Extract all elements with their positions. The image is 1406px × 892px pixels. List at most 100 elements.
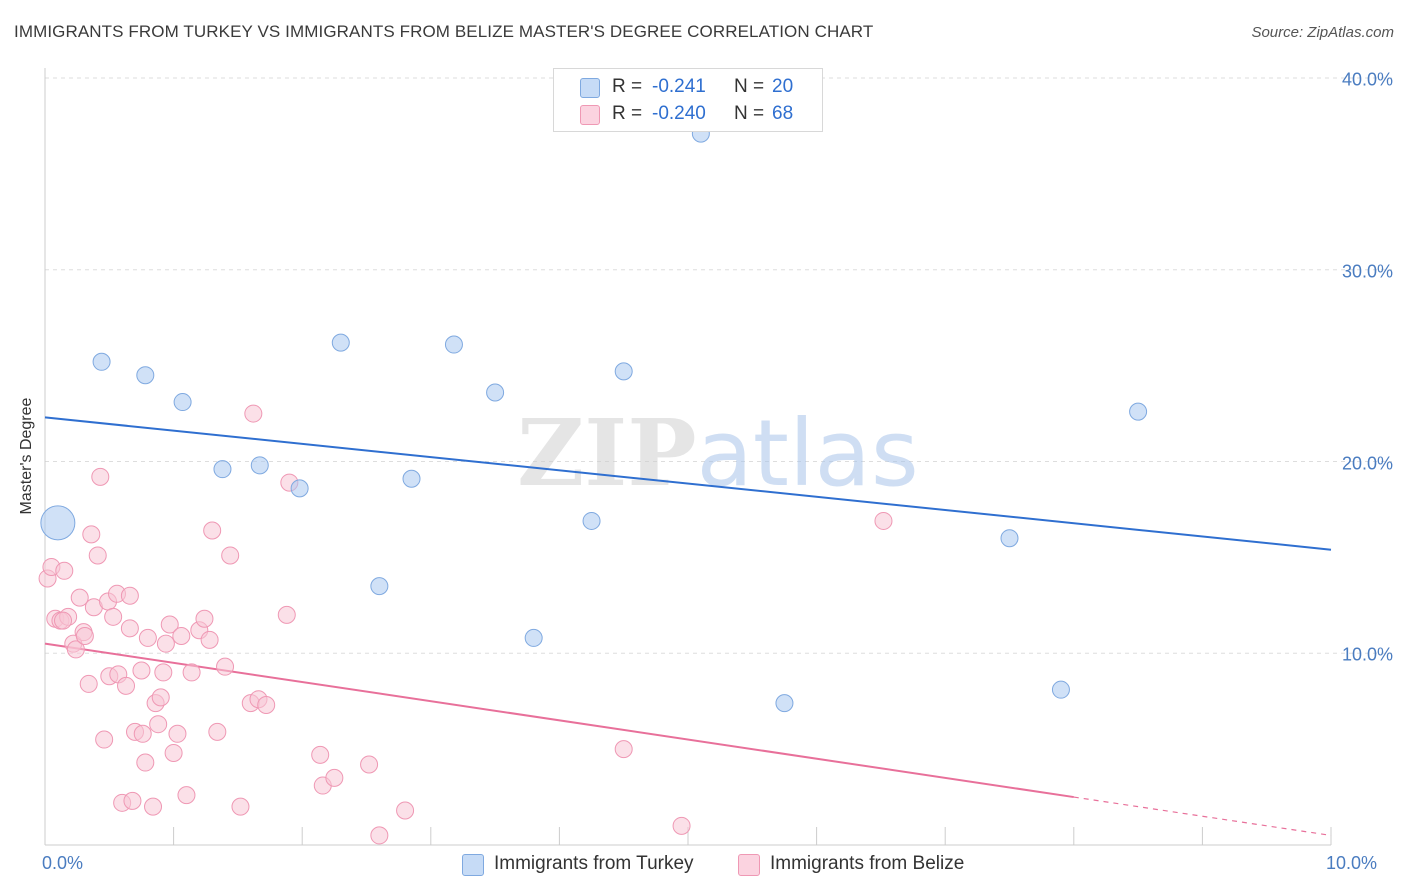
n-value: 20 <box>772 76 794 97</box>
r-label: R = <box>612 76 643 97</box>
point-belize <box>396 801 415 820</box>
point-belize <box>221 546 240 565</box>
x-tick-label-min: 0.0% <box>42 853 84 873</box>
chart-title: IMMIGRANTS FROM TURKEY VS IMMIGRANTS FRO… <box>14 22 874 41</box>
legend-swatch-turkey <box>462 854 484 876</box>
point-belize <box>360 755 379 774</box>
point-belize <box>88 546 107 565</box>
point-belize <box>216 657 235 676</box>
belize-swatch <box>580 105 600 125</box>
point-turkey <box>213 460 232 479</box>
n-label: N = <box>734 76 765 97</box>
point-turkey <box>582 511 601 530</box>
point-belize <box>154 663 173 682</box>
legend-label-belize: Immigrants from Belize <box>770 853 965 874</box>
point-belize <box>200 630 219 649</box>
point-belize <box>672 816 691 835</box>
point-turkey <box>331 333 350 352</box>
axes <box>44 68 1332 846</box>
point-turkey <box>1000 529 1019 548</box>
watermark: ZIPatlas <box>517 399 919 507</box>
point-belize <box>177 786 196 805</box>
point-belize <box>151 688 170 707</box>
watermark-zip: ZIP <box>517 399 696 507</box>
point-belize <box>203 521 222 540</box>
point-belize <box>54 611 73 630</box>
y-tick-label: 10.0% <box>1341 644 1393 665</box>
point-belize <box>325 768 344 787</box>
point-belize <box>874 511 893 530</box>
point-belize <box>311 745 330 764</box>
point-belize <box>117 676 136 695</box>
point-belize <box>277 605 296 624</box>
x-tick-label-max: 10.0% <box>1326 853 1378 873</box>
turkey-swatch <box>580 78 600 98</box>
stats-row-turkey: R = -0.241 N = 20 <box>554 74 822 100</box>
r-value: -0.241 <box>652 76 706 97</box>
point-turkey <box>444 335 463 354</box>
point-belize <box>104 607 123 626</box>
r-value: -0.240 <box>652 103 706 124</box>
point-turkey <box>524 628 543 647</box>
point-belize <box>55 561 74 580</box>
gridlines <box>45 77 1392 654</box>
point-belize <box>133 724 152 743</box>
point-turkey <box>775 694 794 713</box>
point-turkey <box>370 577 389 596</box>
point-belize <box>123 791 142 810</box>
point-belize <box>138 628 157 647</box>
watermark-atlas: atlas <box>697 400 919 507</box>
point-belize <box>168 724 187 743</box>
trend-line-0 <box>44 416 1332 551</box>
point-belize <box>160 615 179 634</box>
point-belize <box>82 525 101 544</box>
point-belize <box>164 743 183 762</box>
stats-box: R = -0.241 N = 20 R = -0.240 N = 68 <box>553 68 823 132</box>
point-belize <box>182 663 201 682</box>
point-belize <box>95 730 114 749</box>
point-turkey <box>1051 680 1070 699</box>
point-turkey <box>40 505 76 541</box>
point-belize <box>244 404 263 423</box>
point-belize <box>370 826 389 845</box>
point-turkey <box>250 456 269 475</box>
point-turkey <box>92 352 111 371</box>
point-turkey <box>486 383 505 402</box>
point-belize <box>120 586 139 605</box>
point-belize <box>144 797 163 816</box>
point-belize <box>149 715 168 734</box>
legend: Immigrants from Turkey Immigrants from B… <box>0 852 1406 878</box>
point-turkey <box>1129 402 1148 421</box>
point-belize <box>257 696 276 715</box>
chart-source: Source: ZipAtlas.com <box>1251 24 1394 41</box>
point-belize <box>91 467 110 486</box>
r-label: R = <box>612 103 643 124</box>
point-turkey <box>290 479 309 498</box>
data-points <box>38 124 1148 845</box>
y-tick-label: 40.0% <box>1341 69 1393 90</box>
point-belize <box>75 626 94 645</box>
point-belize <box>79 674 98 693</box>
point-belize <box>195 609 214 628</box>
point-belize <box>172 626 191 645</box>
point-belize <box>208 722 227 741</box>
point-turkey <box>136 366 155 385</box>
point-belize <box>66 640 85 659</box>
n-value: 68 <box>772 103 794 124</box>
point-turkey <box>402 469 421 488</box>
point-belize <box>136 753 155 772</box>
trend-line-1 <box>44 642 1074 799</box>
point-belize <box>614 740 633 759</box>
point-belize <box>132 661 151 680</box>
legend-label-turkey: Immigrants from Turkey <box>494 853 694 874</box>
y-tick-label: 20.0% <box>1341 453 1393 473</box>
point-turkey <box>614 362 633 381</box>
point-belize <box>70 588 89 607</box>
stats-row-belize: R = -0.240 N = 68 <box>554 101 822 127</box>
y-tick-label: 30.0% <box>1341 261 1393 282</box>
n-label: N = <box>734 103 765 124</box>
point-belize <box>156 634 175 653</box>
trend-line-dashed-1 <box>1073 796 1332 837</box>
point-turkey <box>173 393 192 412</box>
